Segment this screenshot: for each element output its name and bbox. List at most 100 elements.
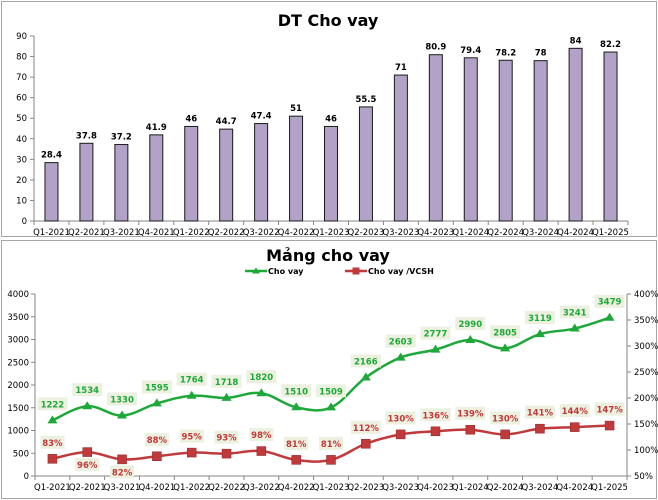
bar-value-label: 44.7: [216, 117, 237, 127]
square-marker: [361, 439, 371, 449]
line-chart-panel: Mảng cho vay Cho vay Cho vay /VCSH 0 500 1…: [1, 240, 658, 499]
data-label: 112%: [353, 424, 380, 434]
bar-value-label: 71: [395, 63, 407, 73]
x-tick-label: Q1-2025: [592, 228, 629, 238]
right-tick-label: 250%: [634, 368, 658, 378]
bar: [184, 125, 199, 222]
bar: [463, 57, 478, 222]
data-label-background: [107, 392, 138, 406]
triangle-marker: [291, 402, 302, 411]
x-tick-label: Q3-2024: [522, 228, 559, 238]
data-label: 3241: [563, 309, 587, 319]
data-label-background: [524, 311, 555, 325]
right-tick-label: 350%: [634, 316, 658, 326]
x-tick-label: Q2-2021: [68, 228, 105, 238]
data-label: 147%: [596, 406, 623, 416]
data-label: 141%: [527, 409, 554, 419]
data-label-background: [594, 402, 625, 416]
x-tick-label: Q4-2024: [557, 228, 594, 238]
x-tick-label: Q2-2021: [69, 483, 106, 493]
x-tick-label: Q4-2022: [278, 228, 315, 238]
triangle-marker: [186, 390, 197, 399]
x-tick-label: Q4-2023: [417, 483, 454, 493]
data-label-background: [559, 305, 590, 319]
bar-value-label: 80.9: [425, 43, 446, 53]
bar: [324, 125, 338, 222]
x-tick-label: Q4-2024: [556, 483, 593, 493]
data-label-background: [350, 354, 381, 368]
x-tick-label: Q1-2022: [173, 228, 210, 238]
triangle-marker: [221, 392, 232, 401]
data-label-background: [214, 430, 239, 444]
square-marker: [570, 422, 580, 432]
data-label: 2166: [354, 357, 378, 367]
bar-value-label: 37.2: [111, 133, 132, 143]
left-tick-label: 1500: [7, 404, 29, 414]
x-tick-label: Q4-2021: [138, 228, 175, 238]
x-tick-label: Q3-2024: [522, 483, 559, 493]
square-marker: [326, 455, 336, 465]
data-label-background: [249, 428, 274, 442]
square-marker: [465, 424, 476, 435]
x-tick-label: Q3-2022: [243, 228, 280, 238]
right-tick-label: 50%: [634, 472, 653, 482]
legend-triangle-icon: [252, 267, 260, 274]
data-label-background: [385, 334, 416, 348]
bar-chart-title: DT Cho vay: [278, 11, 379, 30]
data-label-background: [37, 397, 68, 411]
triangle-marker: [326, 402, 336, 411]
bar-value-label: 51: [290, 104, 302, 114]
right-tick-label: 100%: [634, 446, 658, 456]
data-label: 2805: [493, 328, 517, 338]
data-label: 2777: [424, 330, 448, 340]
data-label-background: [72, 383, 103, 397]
square-marker: [535, 423, 545, 434]
square-marker: [430, 426, 441, 437]
line-chart-title: Mảng cho vay: [266, 246, 390, 265]
right-tick-label: 200%: [634, 394, 658, 404]
bar: [114, 144, 129, 222]
bar: [533, 60, 548, 222]
data-label: 1330: [110, 395, 134, 405]
data-label: 88%: [147, 436, 168, 446]
x-tick-label: Q1-2021: [33, 228, 70, 238]
square-marker: [117, 454, 127, 465]
bar: [149, 134, 164, 222]
data-label: 1534: [75, 386, 99, 396]
triangle-marker: [47, 415, 58, 424]
data-label-background: [179, 429, 204, 443]
y-tick-label: 90: [16, 32, 27, 42]
x-tick-label: Q3-2021: [103, 228, 140, 238]
bar-value-label: 82.2: [600, 40, 621, 50]
data-label-background: [316, 384, 346, 398]
data-label: 81%: [286, 440, 307, 450]
bar: [44, 162, 59, 222]
x-tick-label: Q3-2023: [382, 228, 419, 238]
bar: [428, 54, 443, 222]
bar-chart-panel: DT Cho vay 0 10 20 30 40 50 60 70 80 90 Q1-2021 Q2-…: [1, 1, 657, 238]
triangle-marker: [534, 329, 545, 338]
x-tick-label: Q1-2024: [452, 228, 489, 238]
triangle-marker: [117, 410, 128, 419]
left-tick-label: 1000: [7, 427, 29, 437]
square-marker: [604, 420, 615, 431]
left-tick-label: 2500: [7, 358, 29, 368]
triangle-marker: [256, 388, 267, 397]
data-label: 3119: [528, 314, 552, 324]
data-label: 130%: [492, 414, 519, 424]
bar-value-label: 46: [325, 114, 337, 124]
x-tick-label: Q2-2023: [347, 483, 384, 493]
bar: [498, 59, 513, 222]
left-tick-label: 3000: [7, 336, 29, 346]
legend-square-icon: [352, 267, 360, 275]
y-tick-label: 0: [22, 217, 27, 227]
square-marker: [152, 451, 162, 461]
x-tick-label: Q4-2021: [138, 483, 175, 493]
triangle-marker: [569, 323, 580, 332]
data-label: 1510: [284, 387, 308, 397]
bar-value-label: 78.2: [495, 48, 516, 58]
triangle-marker: [360, 372, 371, 381]
data-label-background: [559, 404, 590, 418]
x-tick-label: Q2-2022: [208, 483, 245, 493]
right-tick-label: 150%: [634, 420, 658, 430]
